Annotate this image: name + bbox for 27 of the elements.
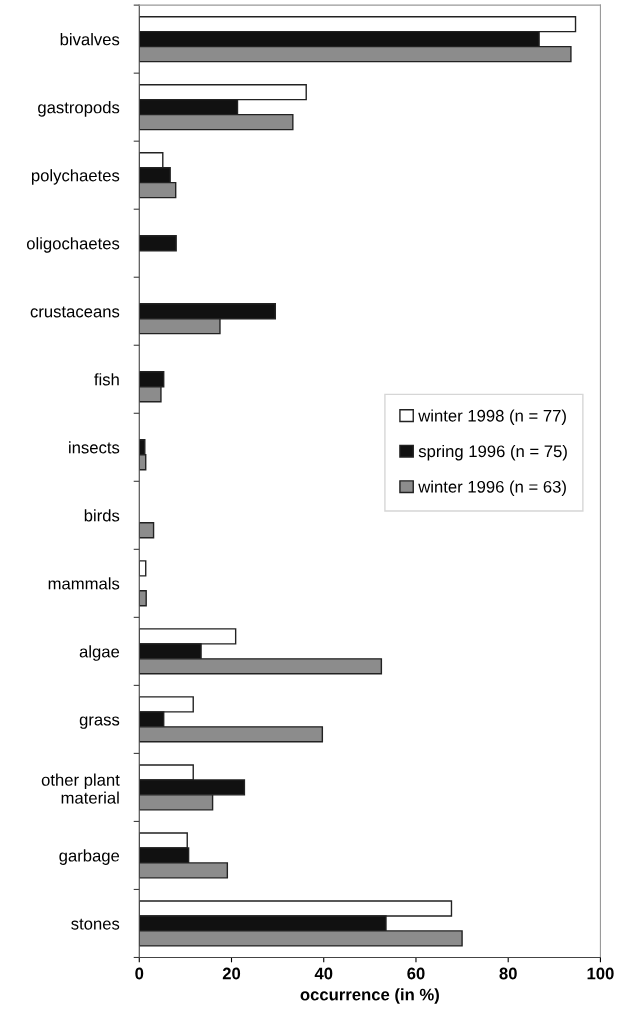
bar (139, 235, 177, 252)
y-tick-label: bivalves (60, 33, 120, 46)
y-tick-label: oligochaetes (26, 237, 120, 253)
bar (139, 590, 147, 607)
y-tick-label: insects (69, 441, 120, 454)
y-tick-label: garbage (59, 849, 120, 865)
x-tick-label: 60 (407, 967, 425, 980)
y-tick-label: stones (71, 918, 120, 930)
bar (139, 522, 155, 539)
y-tick-label: fish (94, 373, 119, 386)
legend-label: winter 1996 (n = 63) (418, 480, 566, 497)
y-tick-label: crustaceans (30, 306, 120, 318)
x-tick-label: 100 (587, 967, 614, 980)
y-tick-label: polychaetes (31, 169, 120, 185)
x-tick-label: 80 (499, 967, 517, 980)
x-tick-label: 20 (222, 967, 241, 980)
legend-label: spring 1996 (n = 75) (418, 444, 567, 461)
x-tick-label: 0 (135, 967, 144, 980)
y-tick-label: grass (79, 716, 120, 729)
y-tick-label: birds (84, 509, 120, 522)
legend-label: winter 1998 (n = 77) (418, 409, 566, 425)
y-tick-label: algae (79, 645, 120, 661)
x-axis-title: occurrence (in %) (300, 988, 439, 1004)
y-tick-label: mammals (48, 577, 120, 590)
x-tick-label: 40 (314, 967, 333, 980)
y-tick-label: gastropods (38, 101, 120, 117)
y-tick-label: other plant material (41, 773, 120, 804)
